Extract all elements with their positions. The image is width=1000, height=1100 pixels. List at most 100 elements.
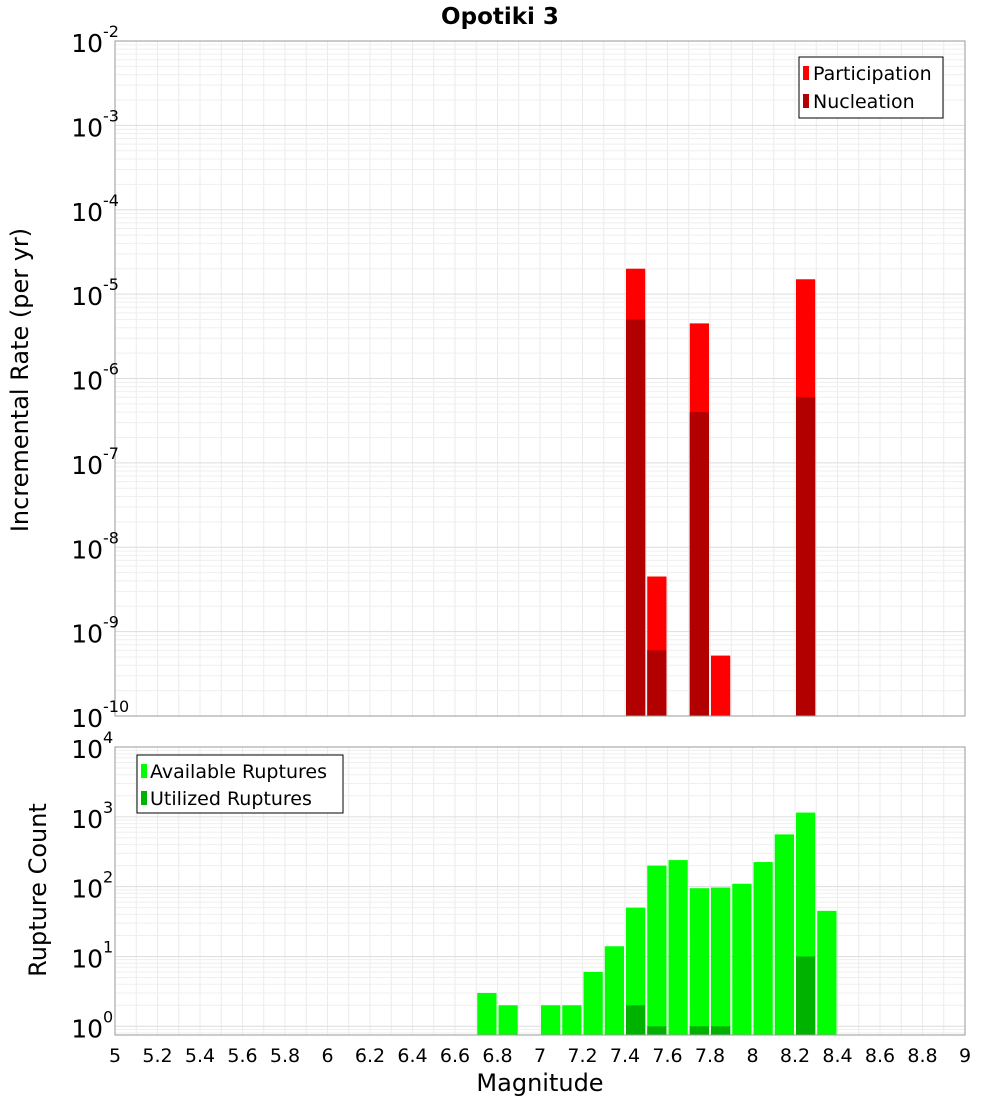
x-tick-label: 5: [109, 1045, 121, 1067]
legend-label-nucleation: Nucleation: [813, 91, 915, 113]
count-bar-available-ruptures: [647, 865, 667, 1035]
rate-bars: [626, 268, 816, 716]
legend-label-available-ruptures: Available Ruptures: [150, 761, 327, 783]
rate-bar-nucleation: [626, 319, 646, 716]
count-bar-available-ruptures: [689, 888, 709, 1035]
rate-y-tick-exponent: -2: [103, 22, 119, 41]
x-tick-label: 9: [959, 1045, 971, 1067]
legend-swatch-available-ruptures: [141, 764, 147, 778]
count-bar-available-ruptures: [711, 887, 731, 1035]
rate-bar-nucleation: [689, 412, 709, 716]
count-y-tick-base: 10: [71, 1014, 103, 1043]
x-tick-label: 7.4: [610, 1045, 640, 1067]
x-tick-label: 8.8: [907, 1045, 937, 1067]
count-bar-available-ruptures: [583, 971, 603, 1035]
count-bar-available-ruptures: [541, 1005, 561, 1035]
legend-swatch-utilized-ruptures: [141, 791, 147, 805]
count-y-tick: 10 1: [71, 937, 113, 973]
x-tick-label: 6.6: [440, 1045, 470, 1067]
rate-bar-nucleation: [647, 650, 667, 716]
count-y-axis-label: Rupture Count: [24, 803, 52, 977]
rate-bar-nucleation: [796, 397, 816, 716]
count-bar-available-ruptures: [626, 907, 646, 1035]
rate-plot-border: [114, 40, 966, 717]
count-bar-available-ruptures: [498, 1005, 518, 1035]
x-tick-label: 6: [321, 1045, 333, 1067]
count-plot-border: [114, 746, 966, 1036]
count-y-tick-base: 10: [71, 944, 103, 973]
x-tick-label: 5.4: [185, 1045, 215, 1067]
rate-y-tick: 10 -3: [71, 106, 119, 142]
count-y-tick-base: 10: [71, 735, 103, 764]
rate-y-tick-exponent: -9: [103, 613, 119, 632]
rate-y-tick-exponent: -5: [103, 275, 119, 294]
count-y-tick-exponent: 1: [103, 937, 113, 956]
count-bar-utilized-ruptures: [796, 956, 816, 1035]
x-tick-label: 6.4: [397, 1045, 427, 1067]
count-y-tick-exponent: 2: [103, 868, 113, 887]
count-y-tick-exponent: 0: [103, 1007, 113, 1026]
count-legend-box: [136, 754, 344, 814]
x-tick-label: 8.6: [865, 1045, 895, 1067]
count-y-tick: 10 0: [71, 1007, 113, 1043]
count-bar-available-ruptures: [668, 860, 688, 1035]
x-tick-label: 7.2: [567, 1045, 597, 1067]
x-tick-label: 8: [746, 1045, 758, 1067]
rate-y-tick-exponent: -4: [103, 191, 119, 210]
rate-y-tick-base: 10: [71, 282, 103, 311]
rate-y-tick: 10 -2: [71, 22, 119, 58]
count-y-tick-exponent: 3: [103, 798, 113, 817]
count-legend: Available Ruptures Utilized Ruptures: [136, 754, 344, 814]
x-tick-labels: 5 5.2 5.4 5.6 5.8 6 6.2 6.4 6.6 6.8 7 7.2 7.4 7.6 7.8 8…: [109, 1045, 971, 1067]
rate-y-tick-base: 10: [71, 113, 103, 142]
count-bar-available-ruptures: [732, 883, 752, 1035]
x-tick-label: 7.6: [652, 1045, 682, 1067]
count-bar-utilized-ruptures: [711, 1026, 731, 1035]
rate-y-axis-label: Incremental Rate (per yr): [6, 228, 34, 532]
rate-legend: Participation Nucleation: [798, 56, 944, 119]
rate-y-tick: 10 -6: [71, 360, 119, 396]
rate-y-tick-base: 10: [71, 367, 103, 396]
count-y-tick-exponent: 4: [103, 728, 113, 747]
rate-y-tick: 10 -4: [71, 191, 119, 227]
rate-y-tick: 10 -8: [71, 528, 119, 564]
rate-y-tick-base: 10: [71, 29, 103, 58]
rate-y-tick-exponent: -3: [103, 106, 119, 125]
rate-bar-participation: [711, 655, 731, 716]
count-y-tick-base: 10: [71, 805, 103, 834]
count-bar-available-ruptures: [817, 910, 837, 1035]
count-bar-available-ruptures: [753, 862, 773, 1035]
x-tick-label: 5.6: [227, 1045, 257, 1067]
rate-y-tick: 10 -7: [71, 444, 119, 480]
rate-y-tick-exponent: -6: [103, 360, 119, 379]
rate-y-tick: 10 -10: [71, 697, 129, 733]
legend-swatch-nucleation: [803, 94, 809, 108]
rate-y-tick-base: 10: [71, 620, 103, 649]
legend-label-participation: Participation: [813, 63, 932, 85]
x-tick-label: 6.8: [482, 1045, 512, 1067]
x-tick-label: 5.2: [142, 1045, 172, 1067]
count-y-tick: 10 3: [71, 798, 113, 834]
x-tick-label: 5.8: [270, 1045, 300, 1067]
x-tick-label: 7: [534, 1045, 546, 1067]
rate-y-tick: 10 -5: [71, 275, 119, 311]
count-bar-available-ruptures: [562, 1005, 582, 1035]
count-bar-available-ruptures: [604, 946, 624, 1035]
rate-y-tick-exponent: -8: [103, 528, 119, 547]
rate-legend-box: [798, 56, 944, 119]
rate-y-tick-base: 10: [71, 198, 103, 227]
rate-y-tick-base: 10: [71, 451, 103, 480]
count-bars: [477, 812, 837, 1035]
x-tick-label: 8.2: [780, 1045, 810, 1067]
count-y-tick: 10 2: [71, 868, 113, 904]
legend-swatch-participation: [803, 66, 809, 80]
count-y-tick: 10 4: [71, 728, 113, 764]
count-bar-utilized-ruptures: [626, 1005, 646, 1035]
count-y-tick-base: 10: [71, 875, 103, 904]
rate-y-tick-exponent: -7: [103, 444, 119, 463]
rate-y-tick: 10 -9: [71, 613, 119, 649]
